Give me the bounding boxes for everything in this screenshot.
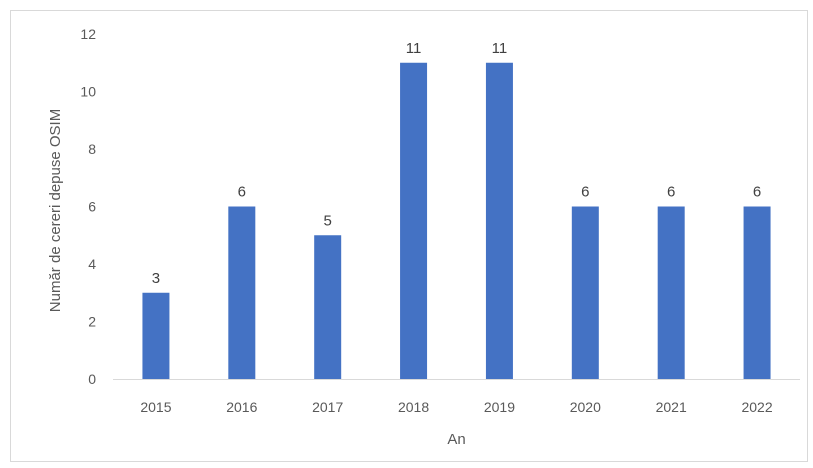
y-tick-label: 12	[80, 26, 96, 42]
y-tick-label: 2	[88, 314, 96, 330]
bar-2021	[657, 206, 685, 379]
bars	[142, 62, 771, 379]
y-tick-label: 10	[80, 84, 96, 100]
x-tick-label-2016: 2016	[226, 399, 257, 415]
y-tick-label: 8	[88, 141, 96, 157]
data-label-2022: 6	[753, 184, 761, 201]
x-tick-label-2018: 2018	[398, 399, 429, 415]
data-label-2018: 11	[406, 40, 422, 57]
y-tick-label: 6	[88, 199, 96, 215]
y-axis-title: Număr de cereri depuse OSIM	[47, 109, 64, 312]
bar-2018	[400, 62, 428, 379]
y-axis-ticks: 0 2 4 6 8 10 12	[80, 26, 96, 387]
bar-2015	[142, 292, 170, 379]
bar-2020	[571, 206, 599, 379]
x-tick-label-2022: 2022	[741, 399, 772, 415]
data-label-2021: 6	[667, 184, 675, 201]
x-tick-label-2015: 2015	[140, 399, 171, 415]
data-label-2016: 6	[238, 184, 246, 201]
data-label-2020: 6	[581, 184, 589, 201]
x-tick-label-2021: 2021	[656, 399, 687, 415]
data-label-2017: 5	[324, 212, 332, 229]
data-label-2015: 3	[152, 270, 160, 287]
data-labels: 3 6 5 11 11 6 6 6	[152, 40, 761, 287]
data-label-2019: 11	[492, 40, 508, 57]
y-tick-label: 4	[88, 256, 96, 272]
x-tick-label-2017: 2017	[312, 399, 343, 415]
x-tick-label-2020: 2020	[570, 399, 601, 415]
x-axis-ticks: 2015 2016 2017 2018 2019 2020 2021 2022	[140, 399, 772, 415]
bar-2017	[314, 235, 342, 379]
bar-2022	[743, 206, 771, 379]
bar-2019	[485, 62, 513, 379]
x-tick-label-2019: 2019	[484, 399, 515, 415]
y-tick-label: 0	[88, 371, 96, 387]
bar-2016	[228, 206, 256, 379]
x-axis-title: An	[447, 431, 465, 448]
